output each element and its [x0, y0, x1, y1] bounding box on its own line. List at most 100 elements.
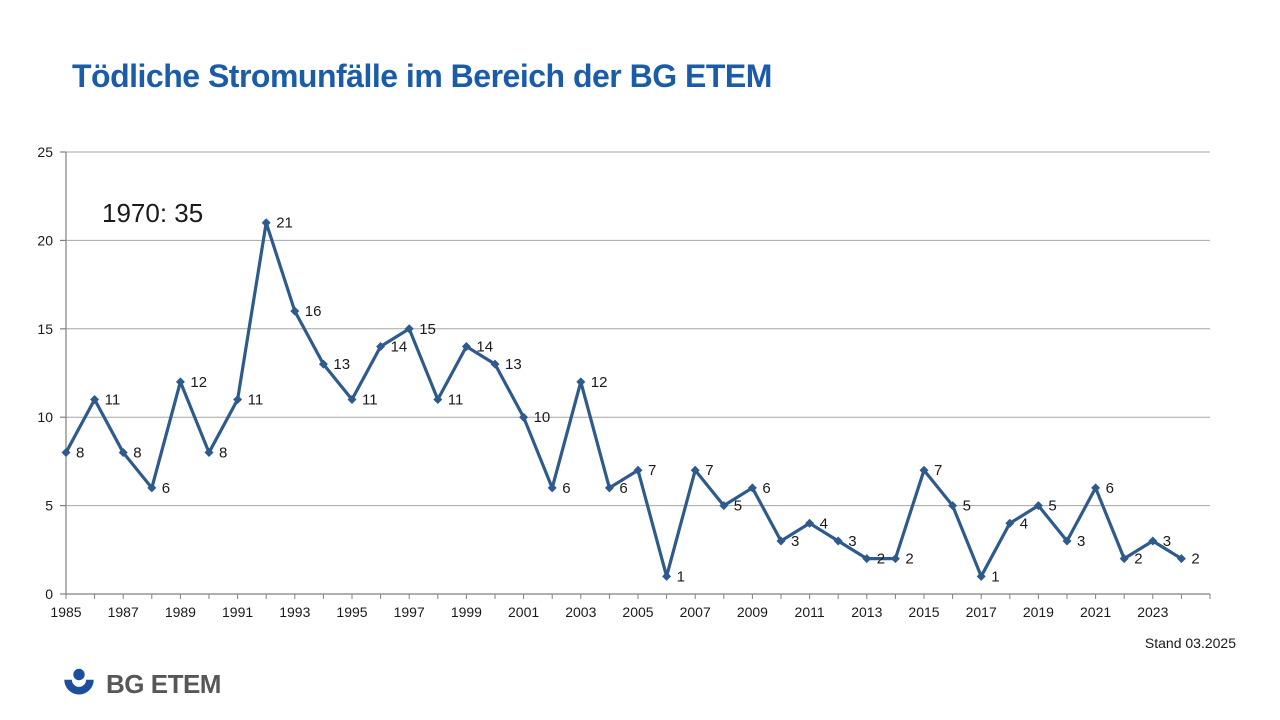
- data-point-marker: [747, 483, 757, 493]
- data-label: 2: [1191, 551, 1199, 568]
- x-tick-label: 2001: [508, 604, 539, 620]
- x-tick-label: 2023: [1137, 604, 1168, 620]
- data-point-marker: [1091, 483, 1101, 493]
- data-label: 5: [963, 498, 971, 515]
- data-label: 11: [362, 392, 378, 409]
- annotation-1970: 1970: 35: [102, 198, 204, 228]
- data-point-marker: [862, 554, 872, 564]
- data-point-marker: [519, 412, 529, 422]
- data-point-marker: [690, 465, 700, 475]
- data-label: 14: [476, 338, 493, 355]
- data-point-marker: [604, 483, 614, 493]
- data-point-marker: [61, 448, 71, 458]
- data-label: 11: [105, 392, 121, 409]
- data-label: 1: [677, 568, 685, 585]
- data-point-marker: [547, 483, 557, 493]
- y-tick-label: 10: [37, 409, 53, 425]
- data-point-marker: [833, 536, 843, 546]
- data-label: 8: [219, 445, 227, 462]
- data-label: 6: [762, 480, 770, 497]
- data-label: 13: [505, 356, 522, 373]
- data-point-marker: [490, 359, 500, 369]
- data-label: 6: [162, 480, 170, 497]
- x-tick-label: 2019: [1023, 604, 1054, 620]
- data-label: 7: [648, 462, 656, 479]
- data-point-marker: [1148, 536, 1158, 546]
- data-label: 21: [276, 215, 293, 232]
- data-label: 8: [76, 445, 84, 462]
- data-label: 8: [133, 445, 141, 462]
- data-point-marker: [719, 501, 729, 511]
- data-label: 14: [391, 338, 408, 355]
- status-note: Stand 03.2025: [1144, 635, 1236, 651]
- data-point-marker: [404, 324, 414, 334]
- data-point-marker: [318, 359, 328, 369]
- x-tick-label: 2007: [680, 604, 711, 620]
- data-point-marker: [118, 448, 128, 458]
- data-point-marker: [233, 395, 243, 405]
- data-point-marker: [1033, 501, 1043, 511]
- y-tick-label: 0: [45, 586, 53, 602]
- data-point-marker: [433, 395, 443, 405]
- data-label: 6: [562, 480, 570, 497]
- data-label: 4: [1020, 515, 1028, 532]
- x-tick-label: 2013: [851, 604, 882, 620]
- x-tick-label: 1987: [108, 604, 139, 620]
- data-point-marker: [948, 501, 958, 511]
- bg-etem-logo: BG ETEM: [60, 666, 221, 702]
- x-tick-label: 1997: [394, 604, 425, 620]
- data-label: 11: [448, 392, 464, 409]
- data-point-marker: [261, 218, 271, 228]
- data-point-marker: [90, 395, 100, 405]
- page-title: Tödliche Stromunfälle im Bereich der BG …: [72, 58, 772, 94]
- data-point-marker: [776, 536, 786, 546]
- data-label: 13: [333, 356, 350, 373]
- x-tick-label: 1989: [165, 604, 196, 620]
- x-tick-label: 2021: [1080, 604, 1111, 620]
- bg-etem-logo-icon: [64, 668, 94, 695]
- y-tick-label: 20: [37, 232, 53, 248]
- data-point-marker: [633, 465, 643, 475]
- data-label: 15: [419, 321, 436, 338]
- data-point-marker: [376, 341, 386, 351]
- x-tick-label: 2017: [966, 604, 997, 620]
- data-label: 1: [991, 568, 999, 585]
- data-point-marker: [1176, 554, 1186, 564]
- y-tick-label: 25: [37, 144, 53, 160]
- series-line: [64, 221, 1184, 578]
- line-chart: 0 5 10 15 20 25 1985 1987 1989 1991 1993 1995 1997 19…: [0, 140, 1250, 640]
- x-tick-label: 2005: [622, 604, 653, 620]
- x-tick-label: 2015: [908, 604, 939, 620]
- data-point-marker: [1119, 554, 1129, 564]
- x-tick-label: 1985: [50, 604, 81, 620]
- data-label: 7: [934, 462, 942, 479]
- y-tick-label: 5: [45, 498, 53, 514]
- data-point-marker: [662, 571, 672, 581]
- data-label: 5: [1048, 498, 1056, 515]
- data-point-marker: [204, 448, 214, 458]
- data-label: 3: [848, 533, 856, 550]
- data-label: 16: [305, 303, 322, 320]
- x-tick-label: 2009: [737, 604, 768, 620]
- data-label: 4: [820, 515, 828, 532]
- data-point-marker: [147, 483, 157, 493]
- data-label: 10: [534, 409, 551, 426]
- data-label: 2: [905, 551, 913, 568]
- data-point-marker: [805, 518, 815, 528]
- data-point-marker: [976, 571, 986, 581]
- x-tick-label: 1993: [279, 604, 310, 620]
- x-tick-label: 2003: [565, 604, 596, 620]
- data-label: 12: [190, 374, 207, 391]
- data-point-marker: [347, 395, 357, 405]
- data-label: 2: [877, 551, 885, 568]
- x-tick-label: 1999: [451, 604, 482, 620]
- y-tick-label: 15: [37, 321, 53, 337]
- x-tick-label: 1995: [336, 604, 367, 620]
- bg-etem-logo-text: BG ETEM: [106, 668, 221, 699]
- data-label: 5: [734, 498, 742, 515]
- data-point-marker: [576, 377, 586, 387]
- data-label: 12: [591, 374, 608, 391]
- data-label: 6: [1106, 480, 1114, 497]
